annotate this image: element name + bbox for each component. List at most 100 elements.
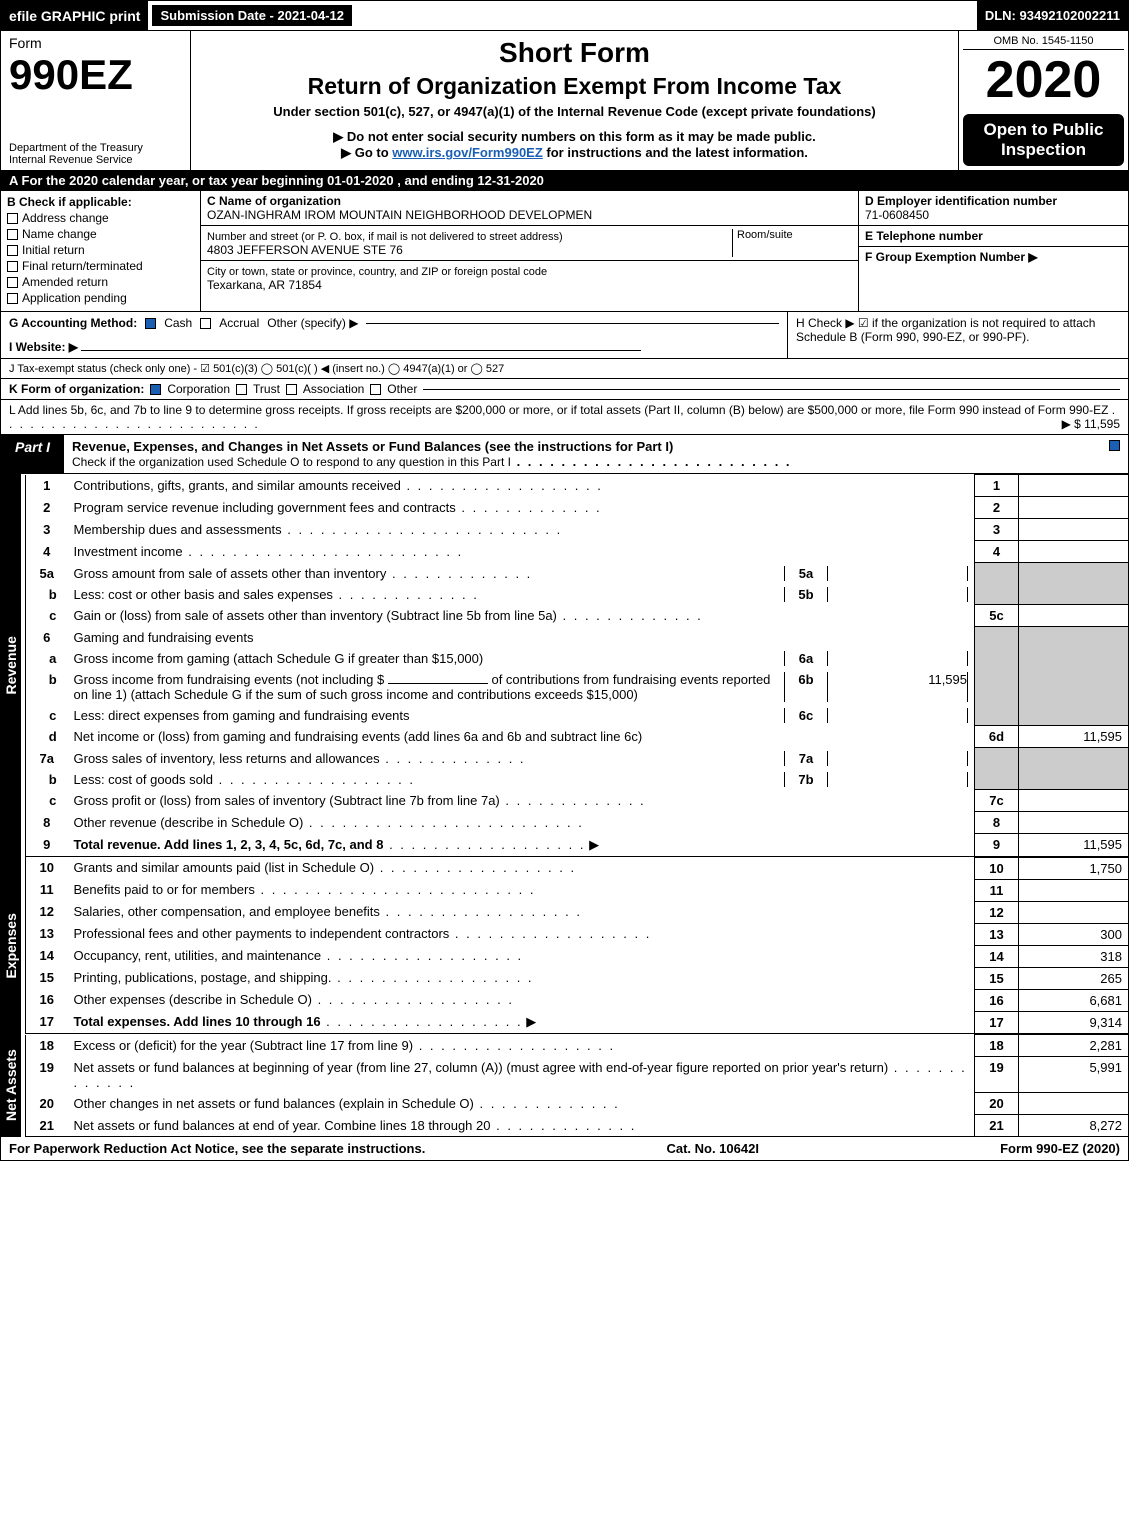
- netassets-tab: Net Assets: [1, 1034, 21, 1137]
- other-org-line[interactable]: [423, 389, 1120, 390]
- ein-value: 71-0608450: [865, 208, 929, 222]
- line6b-val: 11,595: [828, 672, 968, 702]
- box-b-label: B Check if applicable:: [7, 195, 194, 209]
- lbl-accrual: Accrual: [219, 316, 259, 330]
- note-ssn: ▶ Do not enter social security numbers o…: [197, 129, 952, 145]
- top-bar: efile GRAPHIC print Submission Date - 20…: [0, 0, 1129, 31]
- line20-desc: Other changes in net assets or fund bala…: [74, 1096, 474, 1111]
- omb-label: OMB No. 1545-1150: [963, 35, 1124, 50]
- line4-desc: Investment income: [74, 544, 183, 559]
- expenses-tab: Expenses: [1, 857, 21, 1035]
- part1-sub: Check if the organization used Schedule …: [72, 455, 511, 469]
- line18-desc: Excess or (deficit) for the year (Subtra…: [74, 1038, 414, 1053]
- line16-desc: Other expenses (describe in Schedule O): [74, 992, 312, 1007]
- chk-name-change[interactable]: [7, 229, 18, 240]
- chk-schedule-o[interactable]: [1109, 440, 1120, 451]
- submission-date: Submission Date - 2021-04-12: [150, 3, 354, 28]
- row-l-text: L Add lines 5b, 6c, and 7b to line 9 to …: [9, 403, 1108, 417]
- revenue-tab: Revenue: [1, 474, 21, 857]
- chk-cash[interactable]: [145, 318, 156, 329]
- box-c-label: C Name of organization: [207, 194, 341, 208]
- chk-assoc[interactable]: [286, 384, 297, 395]
- lbl-address-change: Address change: [22, 211, 109, 225]
- line15-val: 265: [1019, 967, 1129, 989]
- expenses-section: Expenses 10Grants and similar amounts pa…: [0, 857, 1129, 1035]
- short-form-title: Short Form: [197, 37, 952, 69]
- chk-final-return[interactable]: [7, 261, 18, 272]
- lbl-name-change: Name change: [22, 227, 97, 241]
- line1-val: [1019, 475, 1129, 497]
- line7a-desc: Gross sales of inventory, less returns a…: [74, 751, 380, 766]
- org-address: 4803 JEFFERSON AVENUE STE 76: [207, 243, 403, 257]
- irs-link[interactable]: www.irs.gov/Form990EZ: [392, 145, 543, 160]
- line6b-desc1: Gross income from fundraising events (no…: [74, 672, 385, 687]
- box-b: B Check if applicable: Address change Na…: [1, 191, 201, 311]
- lbl-app-pending: Application pending: [22, 291, 127, 305]
- part1-title: Revenue, Expenses, and Changes in Net As…: [72, 439, 673, 454]
- lbl-trust: Trust: [253, 382, 280, 396]
- row-g-label: G Accounting Method:: [9, 316, 137, 330]
- row-j: J Tax-exempt status (check only one) - ☑…: [0, 359, 1129, 379]
- box-d-label: D Employer identification number: [865, 194, 1057, 208]
- lbl-other-org: Other: [387, 382, 417, 396]
- chk-amended[interactable]: [7, 277, 18, 288]
- tax-year-line: A For the 2020 calendar year, or tax yea…: [0, 171, 1129, 191]
- line6d-desc: Net income or (loss) from gaming and fun…: [68, 726, 975, 748]
- part1-tag: Part I: [1, 435, 64, 473]
- website-line[interactable]: [81, 350, 641, 351]
- tax-year-big: 2020: [963, 50, 1124, 110]
- line17-desc: Total expenses. Add lines 10 through 16: [74, 1014, 321, 1029]
- city-label: City or town, state or province, country…: [207, 266, 547, 278]
- line14-val: 318: [1019, 945, 1129, 967]
- box-e-label: E Telephone number: [865, 229, 983, 243]
- footer-mid: Cat. No. 10642I: [666, 1141, 759, 1156]
- line11-desc: Benefits paid to or for members: [74, 882, 255, 897]
- footer: For Paperwork Reduction Act Notice, see …: [0, 1137, 1129, 1161]
- row-l-amount: ▶ $ 11,595: [1062, 417, 1120, 431]
- chk-trust[interactable]: [236, 384, 247, 395]
- box-f-label: F Group Exemption Number ▶: [865, 250, 1038, 264]
- line18-val: 2,281: [1019, 1035, 1129, 1057]
- line21-desc: Net assets or fund balances at end of ye…: [74, 1118, 491, 1133]
- part1-dots: [511, 454, 792, 469]
- subtitle: Under section 501(c), 527, or 4947(a)(1)…: [197, 104, 952, 119]
- netassets-table: 18Excess or (deficit) for the year (Subt…: [25, 1034, 1129, 1137]
- chk-other-org[interactable]: [370, 384, 381, 395]
- website-label: I Website: ▶: [9, 340, 78, 354]
- efile-label[interactable]: efile GRAPHIC print: [1, 1, 148, 30]
- lbl-amended: Amended return: [22, 275, 108, 289]
- line21-val: 8,272: [1019, 1115, 1129, 1137]
- open-public-badge: Open to Public Inspection: [963, 114, 1124, 166]
- chk-address-change[interactable]: [7, 213, 18, 224]
- line10-val: 1,750: [1019, 857, 1129, 879]
- chk-initial-return[interactable]: [7, 245, 18, 256]
- part1-header: Part I Revenue, Expenses, and Changes in…: [0, 435, 1129, 474]
- row-gh: G Accounting Method: Cash Accrual Other …: [0, 312, 1129, 359]
- line8-desc: Other revenue (describe in Schedule O): [74, 815, 304, 830]
- line5c-desc: Gain or (loss) from sale of assets other…: [74, 608, 557, 623]
- chk-corp[interactable]: [150, 384, 161, 395]
- lbl-other: Other (specify) ▶: [267, 316, 358, 330]
- revenue-table: 1Contributions, gifts, grants, and simil…: [25, 474, 1129, 857]
- chk-app-pending[interactable]: [7, 293, 18, 304]
- row-k: K Form of organization: Corporation Trus…: [0, 379, 1129, 400]
- line12-desc: Salaries, other compensation, and employ…: [74, 904, 380, 919]
- lbl-corp: Corporation: [167, 382, 230, 396]
- box-c: C Name of organization OZAN-INGHRAM IROM…: [201, 191, 858, 311]
- line14-desc: Occupancy, rent, utilities, and maintena…: [74, 948, 322, 963]
- line7c-desc: Gross profit or (loss) from sales of inv…: [74, 793, 500, 808]
- netassets-section: Net Assets 18Excess or (deficit) for the…: [0, 1034, 1129, 1137]
- room-suite-label: Room/suite: [732, 229, 852, 257]
- line16-val: 6,681: [1019, 989, 1129, 1011]
- line6d-val: 11,595: [1019, 726, 1129, 748]
- line13-val: 300: [1019, 923, 1129, 945]
- lbl-final-return: Final return/terminated: [22, 259, 143, 273]
- chk-accrual[interactable]: [200, 318, 211, 329]
- note2-post: for instructions and the latest informat…: [543, 145, 808, 160]
- other-specify-line[interactable]: [366, 323, 779, 324]
- lbl-cash: Cash: [164, 316, 192, 330]
- form-number: 990EZ: [9, 51, 133, 98]
- line13-desc: Professional fees and other payments to …: [74, 926, 450, 941]
- line5a-desc: Gross amount from sale of assets other t…: [74, 566, 387, 581]
- lbl-assoc: Association: [303, 382, 364, 396]
